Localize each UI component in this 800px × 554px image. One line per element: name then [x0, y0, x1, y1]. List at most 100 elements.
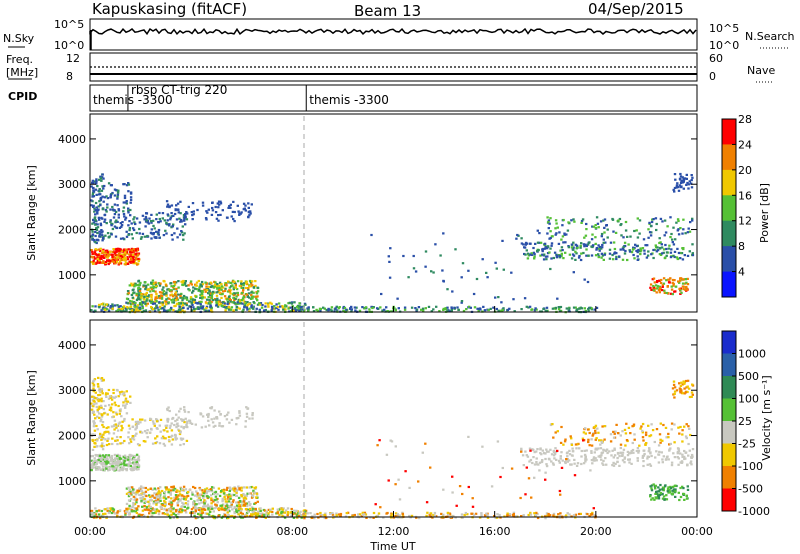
power-cell: [671, 278, 675, 282]
velocity-cell: [196, 507, 199, 510]
velocity-cell: [204, 425, 207, 428]
velocity-cell: [346, 511, 350, 514]
power-cell: [224, 297, 228, 300]
power-cell: [602, 241, 605, 244]
power-cell: [173, 283, 177, 286]
power-cell: [649, 283, 653, 286]
power-cell: [380, 292, 383, 296]
velocity-cell: [174, 433, 177, 436]
power-cell: [330, 309, 333, 312]
power-cell: [680, 180, 683, 183]
velocity-cell: [601, 441, 604, 444]
velocity-cell: [129, 440, 133, 443]
power-cell: [686, 283, 690, 286]
power-cell: [153, 302, 156, 305]
power-cell: [104, 260, 108, 264]
power-cell: [581, 218, 585, 221]
power-cell: [304, 303, 307, 306]
power-cell: [183, 283, 186, 286]
power-cell: [219, 302, 223, 305]
power-cell: [577, 256, 581, 259]
velocity-cell: [90, 464, 94, 467]
power-cell: [226, 301, 230, 304]
velocity-cell: [584, 432, 587, 435]
velocity-cell: [159, 499, 162, 502]
velocity-cell: [174, 438, 177, 441]
velocity-cell: [105, 443, 109, 447]
power-cell: [144, 309, 148, 312]
velocity-cell: [167, 488, 170, 491]
velocity-cell: [245, 514, 249, 517]
velocity-cell: [163, 499, 166, 502]
power-cell: [232, 309, 235, 312]
power-cell: [621, 258, 625, 261]
velocity-cell: [241, 504, 244, 507]
velocity-cell: [198, 493, 201, 496]
power-cell: [660, 246, 664, 249]
velocity-cell: [685, 497, 689, 500]
velocity-cell: [610, 454, 613, 457]
velocity-cell: [125, 402, 128, 405]
power-cell: [165, 221, 168, 224]
velocity-cell: [599, 443, 602, 446]
power-cell: [605, 224, 608, 227]
velocity-cell: [276, 508, 279, 511]
power-cell: [129, 308, 132, 311]
power-cell: [611, 217, 614, 221]
velocity-cell: [572, 514, 576, 517]
power-cell: [110, 253, 113, 256]
velocity-cell: [150, 427, 153, 430]
power-cell: [119, 262, 123, 265]
power-cell: [98, 259, 101, 262]
power-cell: [414, 270, 418, 273]
velocity-cell: [195, 503, 198, 506]
velocity-cell: [114, 457, 117, 460]
power-cell: [179, 294, 182, 298]
velocity-cell: [92, 390, 95, 393]
velocity-cell: [616, 460, 619, 464]
velocity-cell: [141, 418, 144, 421]
power-cell: [97, 248, 100, 251]
velocity-cell: [100, 445, 104, 448]
velocity-cell: [181, 437, 185, 440]
power-cell: [685, 285, 688, 289]
velocity-cell: [94, 442, 97, 445]
power-cell: [144, 220, 148, 223]
velocity-cell: [579, 512, 582, 515]
velocity-cell: [92, 513, 96, 516]
power-cell: [662, 248, 666, 251]
power-cell: [674, 178, 677, 181]
power-cell: [439, 254, 442, 257]
velocity-cell: [669, 442, 672, 445]
velocity-cell: [526, 455, 530, 458]
power-cell: [615, 255, 618, 258]
velocity-cell: [640, 425, 643, 428]
power-cell: [587, 254, 590, 257]
velocity-cell: [418, 517, 421, 520]
power-cell: [173, 299, 176, 302]
power-cell: [565, 307, 568, 310]
velocity-cell: [562, 443, 565, 446]
power-cell: [247, 287, 250, 290]
power-cell: [361, 306, 364, 309]
velocity-cell: [170, 485, 173, 489]
velocity-cell: [136, 466, 139, 469]
velocity-cell: [157, 487, 160, 490]
power-cell: [229, 206, 232, 209]
velocity-cell: [535, 461, 538, 464]
velocity-cell: [681, 392, 684, 395]
power-cell: [198, 301, 201, 304]
power-cell: [125, 301, 128, 304]
velocity-cell: [108, 462, 112, 465]
velocity-cell: [258, 515, 261, 518]
power-cell: [115, 226, 118, 230]
power-cell: [570, 246, 574, 249]
velocity-cell: [189, 511, 192, 514]
power-cell: [177, 293, 180, 296]
velocity-cell: [100, 406, 103, 409]
power-cell: [214, 298, 217, 301]
power-cell: [218, 286, 221, 289]
velocity-cell: [688, 427, 691, 430]
power-cell: [152, 282, 156, 285]
velocity-cell: [128, 427, 132, 430]
